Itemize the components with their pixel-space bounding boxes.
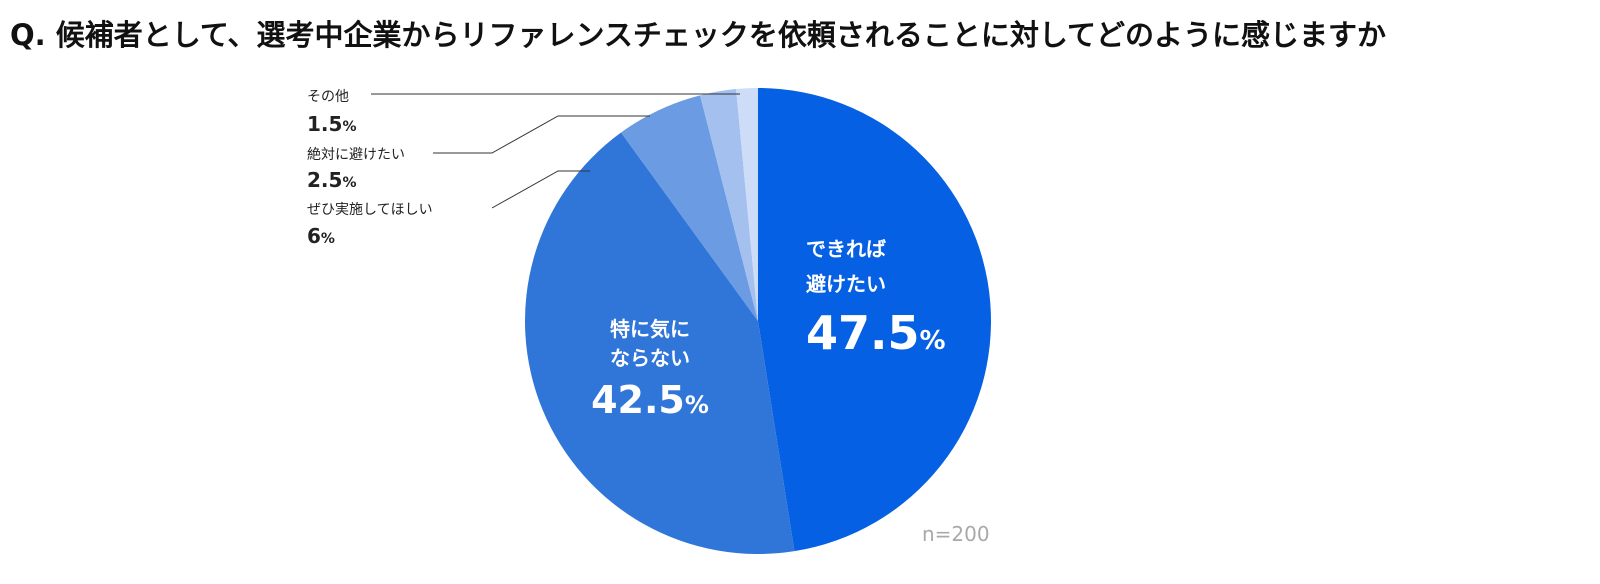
slice-2-label-line-1: 特に気に (610, 317, 690, 341)
sample-size-note: n=200 (922, 522, 990, 546)
slice-3-label: ぜひ実施してほしい (307, 202, 433, 218)
slice-3-value-label: 6% (307, 224, 335, 248)
slice-5-label: その他 (307, 89, 349, 105)
pie-slice-1 (758, 88, 991, 552)
slice-1-label-line-1: できれば (806, 237, 886, 261)
pie-slice-4 (700, 89, 758, 322)
slice-4-label: 絶対に避けたい (307, 147, 405, 163)
pie-slices (524, 88, 991, 555)
slice-5-value-label: 1.5% (307, 112, 356, 136)
slice-2-label-line-2: ならない (610, 346, 690, 370)
slice-4-leader-line (433, 115, 650, 154)
slice-4-value-label: 2.5% (307, 168, 356, 192)
pie-slice-3 (621, 95, 758, 321)
pie-slice-2 (524, 132, 795, 555)
pie-slice-5 (736, 88, 758, 321)
slice-1-label-line-2: 避けたい (806, 272, 886, 296)
slice-3-leader-line (491, 170, 590, 209)
chart-title: Q. 候補者として、選考中企業からリファレンスチェックを依頼されることに対してど… (10, 18, 1386, 52)
slice-2-value-label: 42.5% (591, 378, 709, 422)
slice-1-value-label: 47.5% (806, 306, 946, 360)
